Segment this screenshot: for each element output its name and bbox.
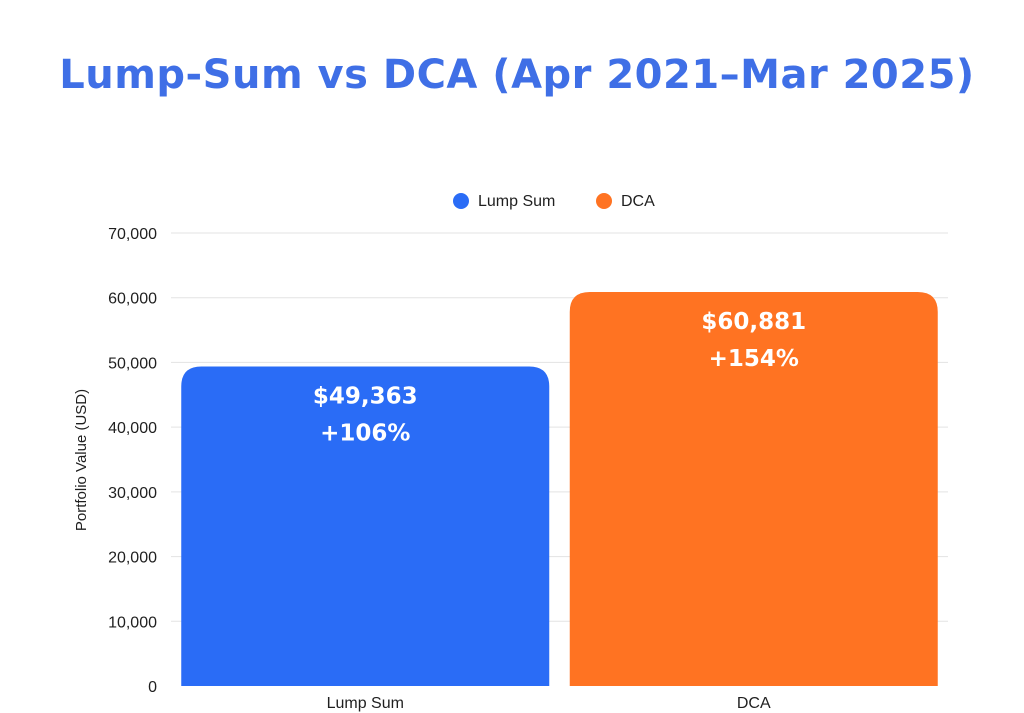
legend: Lump Sum DCA	[453, 193, 655, 210]
bar-dca	[569, 292, 938, 686]
bar-return-label: +106%	[320, 421, 410, 447]
data-labels: $49,363 +106% $60,881 +154%	[313, 309, 806, 447]
y-tick-label: 30,000	[108, 485, 157, 502]
y-tick-label: 10,000	[108, 614, 157, 631]
y-tick-label: 40,000	[108, 420, 157, 437]
x-tick-label: Lump Sum	[327, 695, 404, 712]
y-axis-ticks: 0 10,000 20,000 30,000 40,000 50,000 60,000 70,…	[108, 226, 157, 696]
y-tick-label: 50,000	[108, 355, 157, 372]
y-tick-label: 20,000	[108, 550, 157, 567]
legend-swatch	[596, 193, 612, 209]
x-axis-ticks: Lump Sum DCA	[327, 695, 771, 712]
legend-label: Lump Sum	[478, 193, 555, 210]
legend-label: DCA	[621, 193, 655, 210]
chart-title: Lump-Sum vs DCA (Apr 2021–Mar 2025)	[59, 52, 975, 98]
bar-value-label: $60,881	[701, 309, 806, 335]
y-tick-label: 70,000	[108, 226, 157, 243]
bar-value-label: $49,363	[313, 384, 418, 410]
y-tick-label: 0	[148, 679, 157, 696]
y-axis-title: Portfolio Value (USD)	[73, 389, 90, 531]
x-tick-label: DCA	[737, 695, 771, 712]
bar-return-label: +154%	[709, 346, 799, 372]
bar-lump-sum	[181, 366, 550, 686]
bars	[181, 292, 938, 686]
y-tick-label: 60,000	[108, 291, 157, 308]
legend-swatch	[453, 193, 469, 209]
